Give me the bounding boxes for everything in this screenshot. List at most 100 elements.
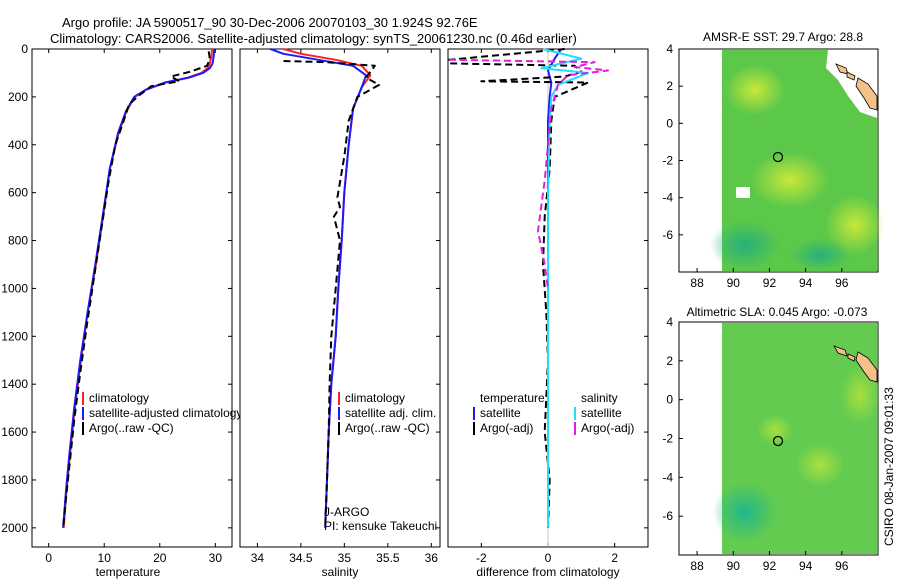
y-tick-label: 200	[8, 90, 28, 104]
x-tick-label: 10	[98, 551, 112, 565]
lat-tick-label: -4	[662, 191, 673, 205]
lat-tick-label: -2	[662, 154, 673, 168]
csiro-timestamp: CSIRO 08-Jan-2007 09:01:33	[882, 387, 896, 546]
legend-climatology-label: climatology	[89, 391, 149, 405]
lon-tick-label: 94	[799, 559, 813, 573]
temperature-x-label: temperature	[96, 565, 161, 579]
series-line-satellite-adjusted-climatology	[62, 48, 216, 528]
legend-salinity-heading: salinity	[581, 391, 618, 405]
lon-tick-label: 88	[690, 559, 704, 573]
sla-low-patch	[713, 482, 777, 542]
lon-tick-label: 92	[763, 559, 777, 573]
y-tick-label: 600	[8, 186, 28, 200]
lat-tick-label: 4	[666, 315, 673, 329]
difference-x-label: difference from climatology	[476, 565, 619, 579]
argo-position-marker	[772, 151, 784, 163]
temperature-panel: 0 200 400 600 800 1000 1200 1400 1600 1800 2000 0 1…	[1, 42, 242, 579]
sst-warm-patch	[750, 152, 830, 208]
y-tick-label: 1200	[1, 329, 28, 343]
temperature-legend: climatology satellite-adjusted climatolo…	[82, 391, 242, 435]
sla-map-title: Altimetric SLA: 0.045 Argo: -0.073	[687, 305, 868, 319]
temperature-lines	[62, 48, 216, 528]
series-line-salinity-satellite	[540, 48, 589, 528]
y-tick-label: 0	[21, 42, 28, 56]
lat-tick-label: 0	[666, 393, 673, 407]
series-line-argo-raw-qc-	[62, 51, 211, 528]
legend-climatology-label: climatology	[345, 391, 405, 405]
sla-map-panel: Altimetric SLA: 0.045 Argo: -0.073 4 2 0 -2…	[662, 305, 880, 573]
y-tick-label: 1800	[1, 473, 28, 487]
island-shape	[833, 345, 848, 357]
lat-tick-label: 2	[666, 79, 673, 93]
lon-tick-label: 90	[727, 559, 741, 573]
sst-map-lat-axis: 4 2 0 -2 -4 -6	[662, 42, 683, 242]
sst-cool-patch	[710, 220, 780, 270]
legend-temp-satellite-label: satellite	[480, 406, 521, 420]
difference-legend: temperature satellite Argo(-adj) salinit…	[473, 391, 634, 435]
sst-cool-patch	[790, 239, 850, 271]
x-tick-label: 30	[209, 551, 223, 565]
x-tick-label: 20	[153, 551, 167, 565]
sst-map-panel: AMSR-E SST: 29.7 Argo: 28.8 4 2 0 -2 -4 -6 88…	[662, 30, 885, 290]
sla-map-lat-axis: 4 2 0 -2 -4 -6	[662, 315, 683, 523]
lon-tick-label: 92	[763, 276, 777, 290]
y-tick-label: 1400	[1, 377, 28, 391]
legend-satellite-label: satellite adj. clim.	[345, 406, 436, 420]
legend-satellite-label: satellite-adjusted climatology	[89, 406, 242, 420]
x-tick-label: 35	[338, 551, 352, 565]
sst-warm-patch	[725, 65, 785, 115]
x-tick-label: -2	[476, 551, 487, 565]
salinity-plot-frame	[239, 48, 441, 548]
series-line-salinity-argo-adj-	[448, 58, 609, 289]
lon-tick-label: 90	[727, 276, 741, 290]
lon-tick-label: 96	[835, 559, 849, 573]
lon-tick-label: 88	[690, 276, 704, 290]
difference-panel: -2 0 2 difference from climatology tempera…	[447, 48, 649, 579]
salinity-panel: 34 34.5 35 35.5 36 salinity climatology sate…	[239, 48, 441, 579]
y-tick-label: 800	[8, 234, 28, 248]
lon-tick-label: 96	[835, 276, 849, 290]
legend-argo-label: Argo(..raw -QC)	[345, 421, 430, 435]
legend-temperature-heading: temperature	[480, 391, 545, 405]
x-tick-label: 36	[425, 551, 439, 565]
header-title-line1: Argo profile: JA 5900517_90 30-Dec-2006 …	[62, 15, 478, 30]
legend-argo-label: Argo(..raw -QC)	[89, 421, 174, 435]
salinity-legend: climatology satellite adj. clim. Argo(..…	[338, 391, 436, 435]
sumatra-coast-shape	[855, 77, 878, 111]
x-tick-label: 0	[545, 551, 552, 565]
island-shape	[847, 353, 856, 362]
x-tick-label: 35.5	[376, 551, 400, 565]
series-line-argo-raw-qc-	[283, 60, 381, 528]
lat-tick-label: -6	[662, 228, 673, 242]
temperature-x-axis: 0 10 20 30	[45, 48, 232, 565]
argo-position-marker	[772, 435, 784, 447]
sla-high-patch	[757, 414, 793, 446]
float-program-annotation: J-ARGO	[324, 505, 369, 519]
y-tick-label: 1600	[1, 425, 28, 439]
difference-lines	[448, 48, 609, 547]
x-tick-label: 34	[251, 551, 265, 565]
sla-map-lon-axis: 88 90 92 94 96	[690, 551, 849, 573]
sla-high-patch	[795, 443, 845, 487]
lat-tick-label: -2	[662, 432, 673, 446]
lat-tick-label: 0	[666, 116, 673, 130]
temperature-plot-frame	[31, 48, 233, 548]
sst-missing-data	[736, 187, 750, 198]
y-tick-label: 2000	[1, 521, 28, 535]
salinity-x-label: salinity	[322, 565, 359, 579]
sst-map-lon-axis: 88 90 92 94 96	[690, 268, 849, 290]
salinity-lines	[270, 48, 381, 528]
lat-tick-label: 4	[666, 42, 673, 56]
sumatra-coast-shape	[855, 351, 878, 383]
lat-tick-label: -6	[662, 509, 673, 523]
x-tick-label: 2	[611, 551, 618, 565]
sst-map-title: AMSR-E SST: 29.7 Argo: 28.8	[703, 30, 863, 44]
legend-temp-argo-label: Argo(-adj)	[480, 421, 533, 435]
lat-tick-label: 2	[666, 354, 673, 368]
legend-sal-satellite-label: satellite	[581, 406, 622, 420]
depth-axis: 0 200 400 600 800 1000 1200 1400 1600 1800 2000	[1, 42, 36, 535]
y-tick-label: 400	[8, 138, 28, 152]
legend-sal-argo-label: Argo(-adj)	[581, 421, 634, 435]
lon-tick-label: 94	[799, 276, 813, 290]
